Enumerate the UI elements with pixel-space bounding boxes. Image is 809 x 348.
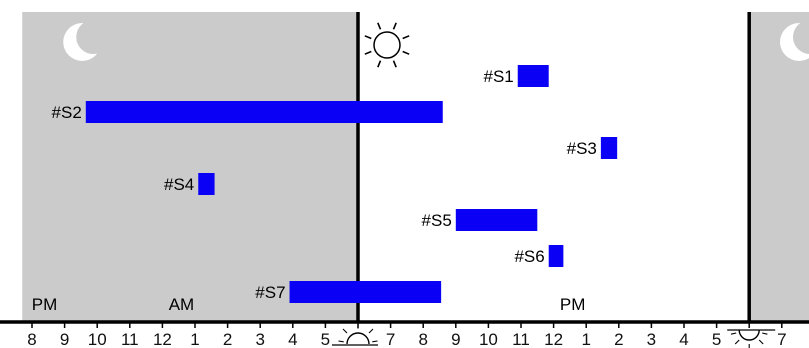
x-tick-label: 1	[581, 330, 590, 348]
sunrise-ray	[372, 340, 378, 343]
sunrise-ray	[368, 328, 374, 334]
sunset-ray	[758, 339, 764, 345]
bar-rect	[548, 245, 564, 267]
moon-icon	[780, 20, 809, 61]
bar-label: #S7	[255, 283, 285, 302]
sunrise-icon	[332, 323, 378, 346]
x-tick-label: 1	[190, 330, 199, 348]
night-band-1	[22, 12, 358, 322]
bar-s3: #S3	[567, 137, 618, 159]
x-tick-label: 12	[544, 330, 563, 348]
sun-ray	[377, 22, 382, 30]
x-tick-label: 11	[512, 330, 530, 348]
sky-icons	[63, 20, 809, 68]
x-tick-label: 4	[288, 330, 297, 348]
night-band-2	[749, 12, 809, 322]
x-tick-label: 9	[60, 330, 69, 348]
bar-s7: #S7	[255, 281, 442, 303]
bar-s4: #S4	[164, 173, 215, 195]
bar-rect	[517, 65, 549, 87]
x-tick-label: 8	[418, 330, 427, 348]
sun-disc	[373, 31, 401, 59]
sun-icon	[364, 22, 410, 68]
bar-label: #S2	[52, 103, 82, 122]
x-tick-label: 7	[777, 330, 786, 348]
bar-rect	[289, 281, 442, 303]
bar-label: #S3	[567, 139, 597, 158]
sunrise-ray	[342, 328, 348, 334]
x-tick-label: 2	[614, 330, 623, 348]
x-tick-label: 2	[223, 330, 232, 348]
x-tick-label: 7	[386, 330, 395, 348]
sun-ray	[392, 60, 397, 68]
period-labels: PM AM PM	[32, 295, 586, 314]
sun-ray	[364, 35, 372, 40]
moon-shadow	[76, 20, 111, 54]
x-tick-label: 9	[451, 330, 460, 348]
x-tick-label: 10	[479, 330, 498, 348]
sunrise-ray	[338, 340, 344, 343]
sunset-arc	[738, 329, 760, 341]
period-label-1: PM	[32, 295, 57, 314]
bar-label: #S4	[164, 175, 194, 194]
sunset-ray	[730, 332, 737, 335]
bar-label: #S5	[422, 211, 452, 230]
x-tick-label: 3	[255, 330, 264, 348]
x-tick-label: 8	[27, 330, 36, 348]
bar-rect	[600, 137, 618, 159]
x-tick-label: 3	[647, 330, 656, 348]
series-bars: #S1 #S2 #S3 #S4 #S5 #S6 #S7	[52, 65, 618, 303]
sunset-ray	[762, 332, 768, 335]
moon-icon	[63, 20, 111, 61]
bar-s6: #S6	[514, 245, 564, 267]
x-tick-label: 5	[321, 330, 330, 348]
bar-rect	[198, 173, 215, 195]
sun-ray	[377, 60, 382, 68]
bar-s2: #S2	[52, 101, 443, 123]
x-tick-label: 10	[88, 330, 107, 348]
x-tick-label: 11	[121, 330, 139, 348]
period-label-3: PM	[560, 295, 586, 314]
bar-label: #S6	[514, 247, 544, 266]
bar-s1: #S1	[483, 65, 549, 87]
bar-rect	[85, 101, 443, 123]
sun-ray	[402, 35, 410, 40]
sunrise-sunset-markers	[356, 12, 751, 322]
sunset-icon	[727, 329, 776, 348]
bar-s5: #S5	[422, 209, 538, 231]
sun-ray	[364, 50, 372, 55]
night-bands	[22, 12, 809, 322]
x-tick-label: 12	[153, 330, 172, 348]
sunset-ray	[734, 339, 740, 345]
sun-ray	[392, 22, 397, 30]
bar-label: #S1	[483, 67, 513, 86]
moon-shadow	[793, 20, 809, 54]
x-tick-label: 4	[679, 330, 688, 348]
bar-rect	[455, 209, 538, 231]
x-tick-label: 5	[712, 330, 721, 348]
period-label-2: AM	[169, 295, 195, 314]
sun-ray	[402, 50, 410, 55]
sunrise-arc	[346, 332, 370, 345]
x-axis: 89101112123457891011121234578	[0, 320, 809, 348]
